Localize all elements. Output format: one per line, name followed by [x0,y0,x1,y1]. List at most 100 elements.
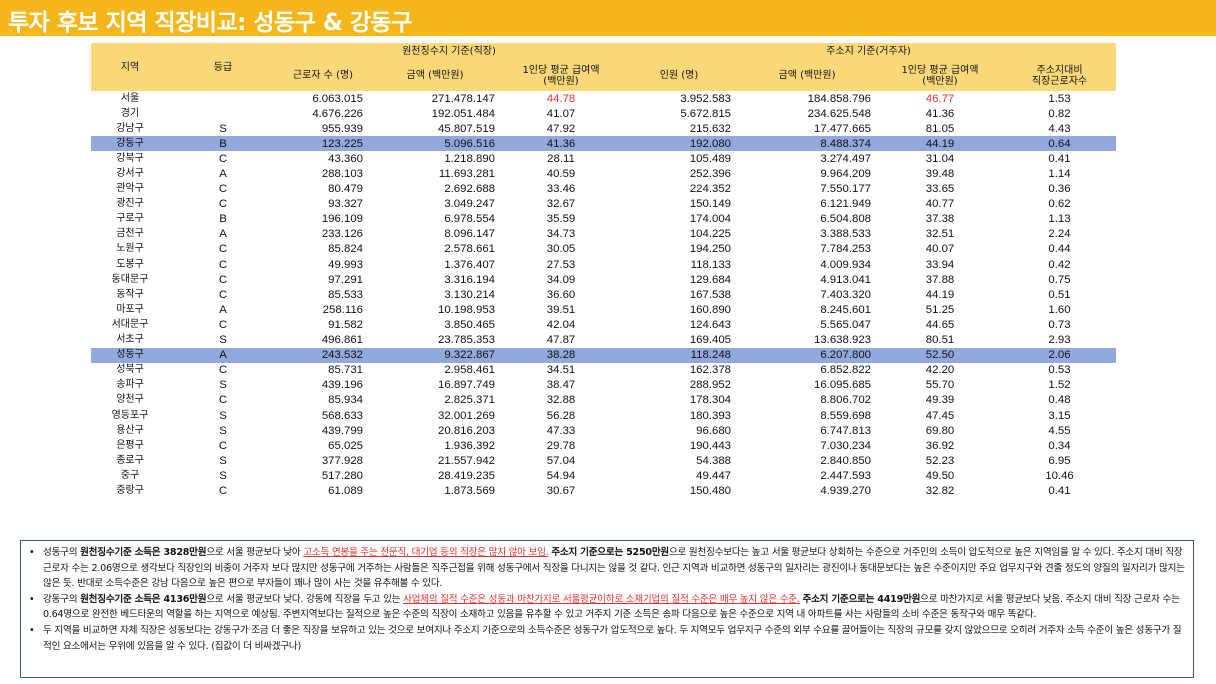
cell-grade: B [219,213,227,226]
cell-avg-work: 56.28 [546,409,576,422]
cell-ratio: 0.41 [1048,152,1071,165]
cell-avg-work: 47.33 [546,424,576,437]
cell-workers: 439.799 [321,424,363,437]
cell-avg-work: 44.78 [546,92,576,105]
cell-grade: C [218,288,228,301]
cell-region: 은평구 [116,439,144,451]
cell-avg-work: 47.92 [546,122,576,135]
table-row: 구로구 B 196.109 6.978.554 35.59 174.004 6.504.80… [91,212,1116,227]
cell-avg-home: 42.20 [925,364,955,377]
cell-avg-work: 54.94 [546,469,576,482]
cell-ratio: 4.55 [1048,424,1071,437]
cell-ratio: 1.14 [1048,168,1071,181]
table-row: 영등포구 S 568.633 32.001.269 56.28 180.393 8.559.… [91,408,1116,423]
cell-workers: 233.126 [321,228,363,241]
note-highlight: 사업체의 질적 수준은 성동과 마찬가지로 서울평균이하로 소재기업의 질적 수… [403,593,800,605]
note-text: 성동구의 [43,547,81,558]
cell-persons: 3.952.583 [680,92,731,105]
cell-ratio: 1.53 [1048,92,1071,105]
cell-region: 노원구 [116,243,144,255]
header-avg-pay-home: 1인당 평균 급여액 (백만원) [877,60,1003,91]
cell-grade: C [218,152,228,165]
cell-ratio: 1.52 [1048,379,1071,392]
cell-workers: 258.116 [322,303,363,316]
cell-amount-home: 9.964.209 [820,168,871,181]
table-row: 광진구 C 93.327 3.049.247 32.67 150.149 6.121.949… [91,197,1116,212]
cell-ratio: 2.93 [1048,334,1071,347]
cell-amount-home: 2.447.593 [820,469,871,482]
cell-ratio: 0.75 [1048,273,1071,286]
cell-persons: 178.304 [689,394,731,407]
table-row: 도봉구 C 49.993 1.376.407 27.53 118.133 4.009.934… [91,257,1116,272]
cell-amount-home: 3.274.497 [820,152,871,165]
cell-amount-work: 20.816.203 [437,424,495,437]
cell-amount-work: 3.130.214 [444,288,495,301]
cell-avg-home: 37.88 [925,273,955,286]
cell-region: 관악구 [116,183,144,195]
cell-amount-home: 184.858.796 [807,92,871,105]
cell-amount-home: 17.477.665 [813,122,871,135]
cell-ratio: 0.41 [1048,484,1071,497]
cell-avg-home: 36.92 [925,439,955,452]
cell-amount-home: 2.840.850 [820,454,871,467]
cell-avg-work: 36.60 [546,288,576,301]
cell-workers: 85.824 [328,243,363,256]
cell-ratio: 0.36 [1048,183,1071,196]
cell-grade: S [219,379,227,392]
cell-avg-home: 40.07 [925,243,955,256]
header-avg-pay-work: 1인당 평균 급여액 (백만원) [501,60,621,91]
cell-avg-home: 37.38 [925,213,955,226]
cell-grade: A [219,228,227,241]
cell-workers: 49.993 [328,258,363,271]
cell-avg-home: 69.80 [925,424,955,437]
cell-region: 동작구 [116,288,144,300]
cell-persons: 215.632 [689,122,731,135]
cell-avg-work: 38.28 [501,347,621,363]
cell-ratio: 0.64 [1003,136,1117,152]
header-row-groups: 지역 등급 원천징수지 기준(직장) 주소지 기준(거주자) [91,43,1117,91]
cell-amount-home: 7.403.320 [820,288,871,301]
cell-region: 광진구 [116,198,144,210]
cell-workers: 85.934 [328,394,363,407]
cell-workers: 85.533 [328,288,363,301]
cell-persons: 5.672.815 [680,107,731,120]
cell-workers: 196.109 [321,213,363,226]
table-row: 송파구 S 439.196 16.897.749 38.47 288.952 16.095.… [91,378,1116,393]
header-group-home: 주소지 기준(거주자) [621,43,1117,60]
cell-amount-home: 7.030.234 [820,439,871,452]
cell-persons: 49.447 [696,469,731,482]
cell-region: 중랑구 [116,484,144,496]
cell-ratio: 1.60 [1048,303,1071,316]
cell-amount-work: 28.419.235 [437,469,495,482]
cell-persons: 169.405 [689,334,731,347]
cell-avg-work: 41.36 [501,136,621,152]
cell-amount-home: 7.550.177 [820,183,871,196]
cell-avg-home: 55.70 [925,379,955,392]
note-text: 강동구의 [43,593,81,605]
cell-avg-home: 31.04 [925,152,955,165]
cell-persons: 54.388 [696,454,731,467]
bullet-icon: • [29,624,35,636]
note-text: 으로 원천징수보다는 높고 서울 평균보다 상회하는 수준으로 거주민의 소득이… [43,547,1185,590]
note-emphasis: 주소지 기준으로는 5250만원 [551,547,669,558]
cell-ratio: 0.53 [1048,364,1071,377]
cell-avg-work: 42.04 [546,318,576,331]
header-workers: 근로자 수 (명) [277,60,369,91]
cell-grade: C [218,364,228,377]
cell-avg-work: 41.07 [546,107,576,120]
cell-avg-home: 49.39 [925,394,955,407]
cell-persons: 129.684 [689,273,731,286]
title-bar: 투자 후보 지역 직장비교: 성동구 & 강동구 [0,0,1216,36]
cell-region: 강동구 [91,136,169,152]
cell-region: 서초구 [116,334,144,346]
table-row: 경기 4.676.226 192.051.484 41.07 5.672.815 234.… [91,106,1116,121]
cell-amount-work: 1.936.392 [444,439,495,452]
cell-avg-work: 32.67 [546,198,576,211]
cell-ratio: 3.15 [1048,409,1071,422]
cell-persons: 194.250 [689,243,731,256]
cell-amount-work: 3.850.465 [444,318,495,331]
cell-ratio: 0.62 [1048,198,1071,211]
cell-avg-work: 28.11 [547,152,575,165]
cell-persons: 118.248 [621,347,737,363]
cell-ratio: 10.46 [1045,469,1074,482]
